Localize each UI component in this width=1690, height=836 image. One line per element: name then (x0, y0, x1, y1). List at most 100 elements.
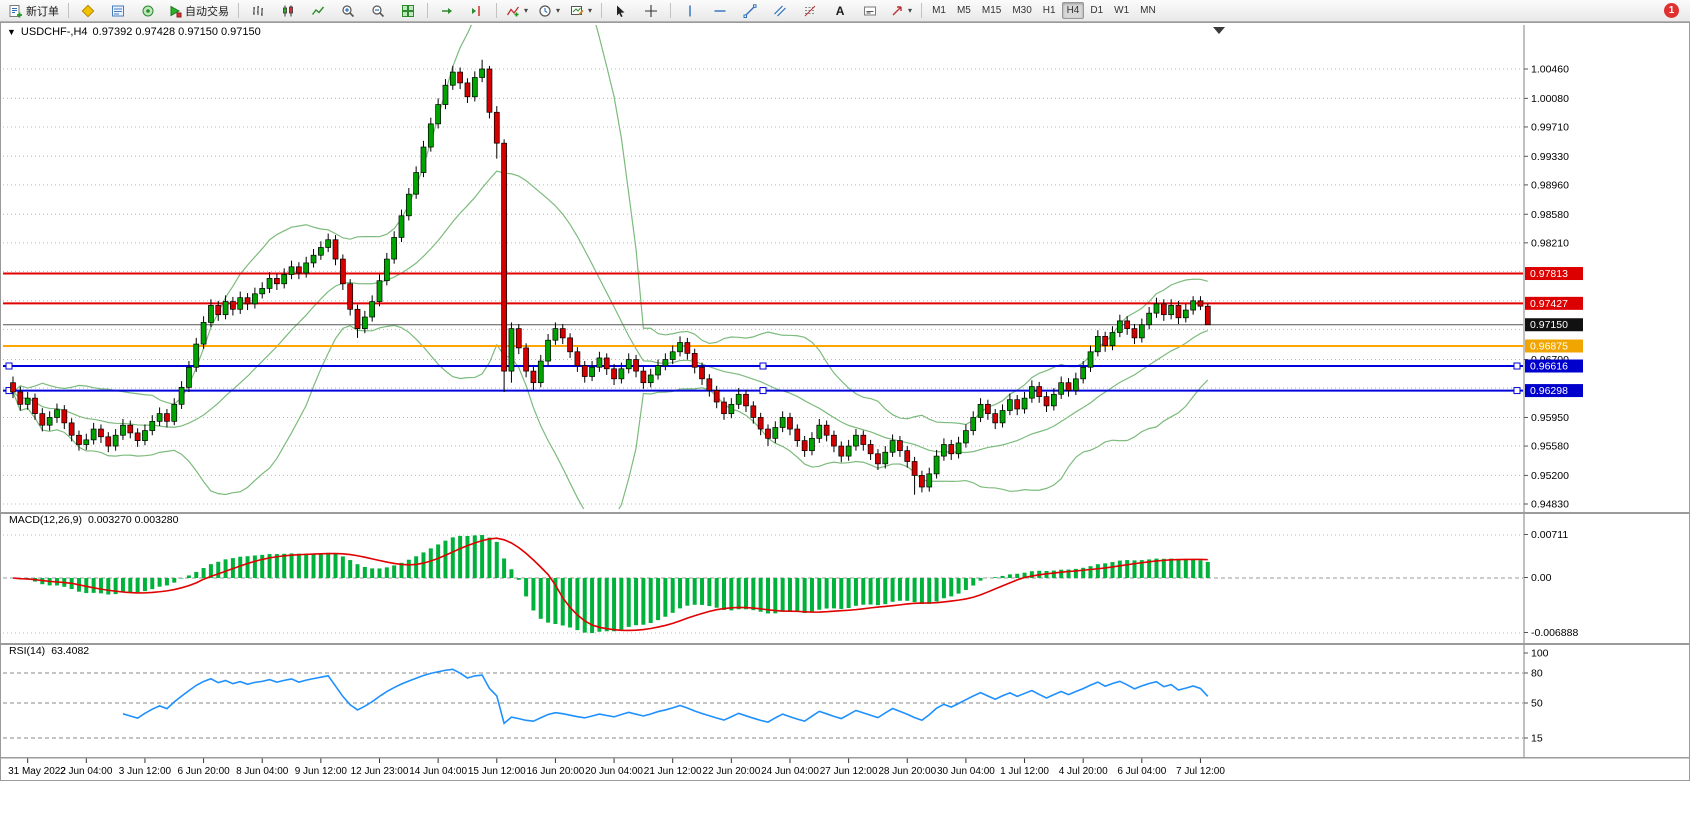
macd-axis-scale[interactable]: 0.00711 0.00 -0.006888 (1523, 514, 1578, 643)
clock-icon (539, 4, 551, 17)
tile-windows-button[interactable] (394, 1, 422, 21)
timeframe-m15-button[interactable]: M15 (981, 5, 1002, 16)
macd-histogram (18, 535, 1210, 633)
line-handle[interactable] (759, 362, 767, 370)
chevron-down-icon: ▾ (556, 6, 561, 15)
template-icon (571, 5, 584, 15)
indicators-icon (506, 6, 520, 16)
text-tool-icon: A (835, 3, 845, 18)
templates-button[interactable]: ▾ (566, 1, 596, 21)
timeframe-w1-button[interactable]: W1 (1114, 5, 1130, 16)
rsi-panel[interactable]: 100 80 50 15 (1, 643, 1689, 757)
time-label: 21 Jun 12:00 (644, 766, 702, 777)
price-label: 0.98580 (1531, 209, 1569, 221)
new-order-label: 新订单 (26, 5, 59, 18)
time-label: 4 Jul 20:00 (1059, 766, 1108, 777)
rsi-axis-scale[interactable]: 100 80 50 15 (1523, 645, 1549, 757)
timeframe-h1-button[interactable]: H1 (1042, 5, 1056, 16)
line-handle[interactable] (5, 362, 13, 370)
line-chart-icon (311, 6, 325, 15)
price-tag-label: 0.97813 (1530, 268, 1568, 280)
price-tag-label: 0.97150 (1530, 319, 1568, 331)
timeframe-mn-button[interactable]: MN (1140, 5, 1156, 16)
price-tag (1525, 339, 1583, 353)
text-label-button[interactable] (856, 1, 884, 21)
equidistant-channel-button[interactable] (766, 1, 794, 21)
horizontal-line-button[interactable] (706, 1, 734, 21)
text-button[interactable]: A (826, 1, 854, 21)
periods-button[interactable]: ▾ (534, 1, 564, 21)
rsi-line (122, 668, 1209, 725)
fibonacci-icon (804, 5, 816, 16)
auto-trading-label: 自动交易 (185, 5, 229, 18)
notification-badge[interactable]: 1 (1664, 3, 1679, 18)
line-handle[interactable] (759, 387, 767, 395)
navigator-button[interactable] (134, 1, 162, 21)
price-chart-panel[interactable]: 1.00460 1.00080 0.99710 0.99330 0.98960 0.985… (1, 23, 1689, 512)
macd-signal-line (12, 537, 1208, 632)
line-handle[interactable] (1513, 362, 1521, 370)
separator (496, 3, 497, 18)
trendline-button[interactable] (736, 1, 764, 21)
zoom-out-button[interactable] (364, 1, 392, 21)
chart-shift-marker-icon[interactable] (1213, 27, 1225, 34)
macd-axis-label: 0.00 (1531, 572, 1552, 584)
time-label: 30 Jun 04:00 (937, 766, 995, 777)
indicators-button[interactable]: ▾ (502, 1, 532, 21)
time-label: 2 Jun 04:00 (60, 766, 113, 777)
time-label: 8 Jun 04:00 (236, 766, 289, 777)
cursor-button[interactable] (607, 1, 635, 21)
price-tag (1525, 384, 1583, 398)
time-label: 6 Jun 20:00 (177, 766, 230, 777)
separator (238, 3, 239, 18)
tile-windows-icon (402, 4, 414, 17)
price-label: 0.95200 (1531, 470, 1569, 482)
chart-shift-button[interactable] (463, 1, 491, 21)
arrows-button[interactable]: ▾ (886, 1, 916, 21)
rsi-axis-label: 50 (1531, 698, 1543, 710)
price-label: 0.99330 (1531, 151, 1569, 163)
price-tag-label: 0.96298 (1530, 385, 1568, 397)
auto-trading-button[interactable]: 自动交易 (164, 1, 233, 21)
price-label: 0.98210 (1531, 237, 1569, 249)
price-tag (1525, 359, 1583, 373)
new-order-button[interactable]: 新订单 (5, 1, 63, 21)
timeframe-h4-button[interactable]: H4 (1061, 2, 1085, 19)
bar-chart-button[interactable] (244, 1, 272, 21)
timeframe-m30-button[interactable]: M30 (1012, 5, 1032, 16)
market-watch-button[interactable] (74, 1, 102, 21)
timeframe-d1-button[interactable]: D1 (1090, 5, 1104, 16)
separator (427, 3, 428, 18)
time-label: 27 Jun 12:00 (820, 766, 878, 777)
macd-panel[interactable]: 0.00711 0.00 -0.006888 (1, 512, 1689, 643)
time-label: 15 Jun 12:00 (468, 766, 526, 777)
price-axis-scale[interactable]: 1.00460 1.00080 0.99710 0.99330 0.98960 0.985… (1523, 25, 1583, 512)
time-label: 1 Jul 12:00 (1000, 766, 1049, 777)
line-chart-button[interactable] (304, 1, 332, 21)
bar-chart-icon (253, 5, 263, 16)
candle-chart-button[interactable] (274, 1, 302, 21)
chevron-down-icon: ▾ (588, 6, 593, 15)
price-label: 1.00460 (1531, 64, 1569, 76)
line-handle[interactable] (1513, 387, 1521, 395)
price-tag-label: 0.96616 (1530, 361, 1568, 373)
data-window-icon (112, 5, 124, 16)
auto-scroll-button[interactable] (433, 1, 461, 21)
fibonacci-button[interactable] (796, 1, 824, 21)
zoom-in-button[interactable] (334, 1, 362, 21)
timeframe-m1-button[interactable]: M1 (932, 5, 946, 16)
price-tag (1525, 267, 1583, 281)
price-tag (1525, 318, 1583, 332)
chart-shift-icon (472, 5, 480, 16)
timeframe-m5-button[interactable]: M5 (956, 5, 971, 16)
price-tag-label: 0.97427 (1530, 298, 1568, 310)
crosshair-button[interactable] (637, 1, 665, 21)
market-watch-icon (81, 4, 95, 17)
trendline-icon (743, 3, 757, 18)
data-window-button[interactable] (104, 1, 132, 21)
vertical-line-icon (689, 5, 691, 16)
rsi-axis-label: 80 (1531, 668, 1543, 680)
vertical-line-button[interactable] (676, 1, 704, 21)
price-label: 0.98960 (1531, 179, 1569, 191)
